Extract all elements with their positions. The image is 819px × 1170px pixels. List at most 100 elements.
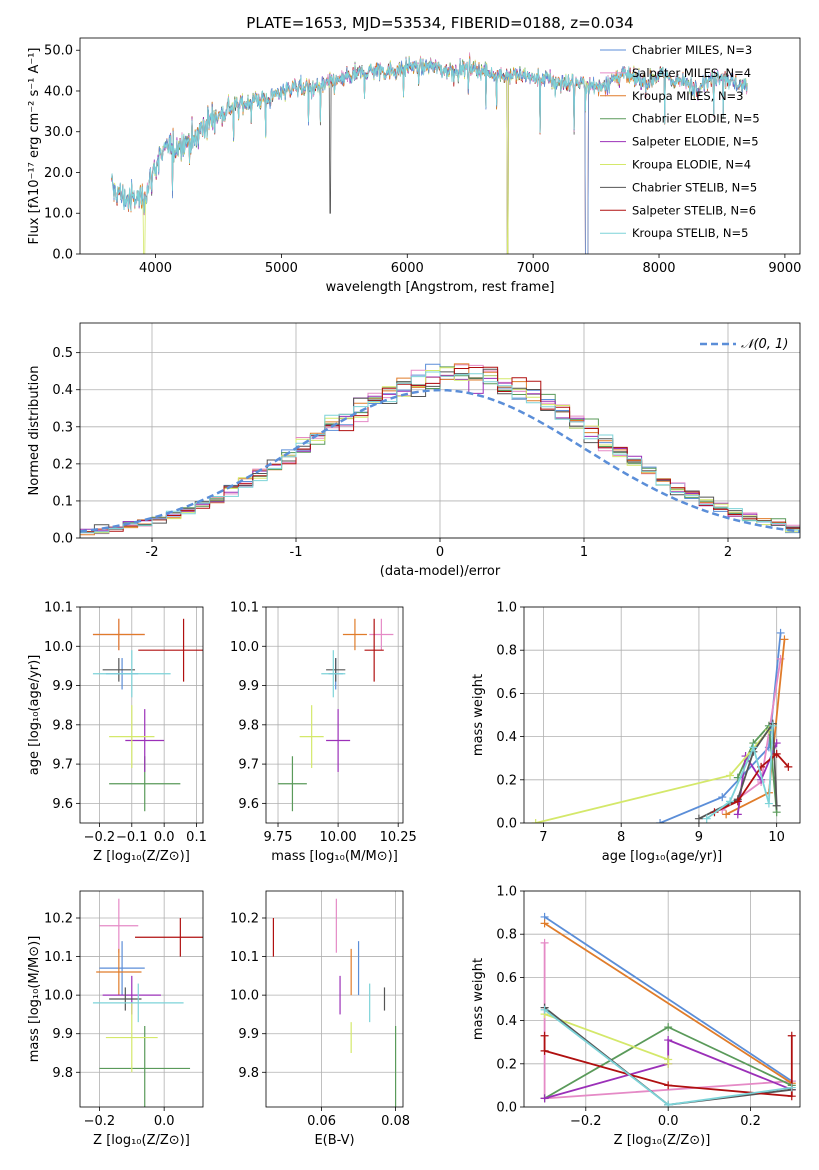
y-tick-label: 30.0 <box>44 125 73 140</box>
weight-marker-5 <box>664 1059 673 1068</box>
weight-marker-4 <box>540 1094 549 1103</box>
y-tick-label: 10.0 <box>230 640 259 655</box>
weight-marker-8 <box>764 799 773 808</box>
weight-marker-7 <box>787 1092 796 1101</box>
weight-marker-6 <box>772 801 781 810</box>
weight-marker-2 <box>780 635 789 644</box>
y-tick-label: 20.0 <box>44 166 73 181</box>
y-tick-label: 10.1 <box>230 950 259 965</box>
x-axis-label: (data-model)/error <box>380 564 501 579</box>
y-tick-label: 0.2 <box>496 773 517 788</box>
x-tick-label: 0.06 <box>307 1114 336 1129</box>
x-tick-label: 9 <box>695 830 703 845</box>
weight-marker-5 <box>531 819 540 823</box>
chart-spectrum: 4000 5000 6000 7000 8000 9000 0.0 10.0 20.0 30.0 4… <box>27 14 801 295</box>
x-tick-label: 0.2 <box>740 1114 761 1129</box>
y-tick-label: 9.8 <box>52 1066 73 1081</box>
plot-area-age-vs-Z <box>92 618 203 812</box>
y-axis-label: mass weight <box>471 958 486 1040</box>
weight-marker-8 <box>749 743 758 752</box>
legend-entry-2: Kroupa MILES, N=3 <box>632 89 744 103</box>
weight-marker-1 <box>540 938 549 947</box>
weight-marker-0 <box>718 793 727 802</box>
weight-marker-7 <box>784 762 793 771</box>
legend-entry-8: Kroupa STELIB, N=5 <box>632 226 749 240</box>
y-tick-label: 10.0 <box>44 989 73 1004</box>
y-tick-label: 9.7 <box>52 758 73 773</box>
x-axis-label: E(B-V) <box>314 1133 354 1148</box>
x-tick-label: 0.08 <box>381 1114 410 1129</box>
weight-marker-8 <box>726 797 735 806</box>
x-tick-label: 4000 <box>139 261 172 276</box>
plot-area-residuals <box>80 363 800 538</box>
weight-marker-8 <box>540 1005 549 1014</box>
x-tick-label: 9.75 <box>264 830 293 845</box>
weight-marker-7 <box>733 797 742 806</box>
x-axis-label: Z [log₁₀(Z/Z⊙)] <box>93 1133 190 1148</box>
y-tick-label: 0.0 <box>52 532 73 547</box>
histogram-series-8 <box>80 371 800 538</box>
y-tick-label: 9.8 <box>52 718 73 733</box>
x-tick-label: 8 <box>617 830 625 845</box>
legend-entry-5: Kroupa ELODIE, N=4 <box>632 158 751 172</box>
x-tick-label: 0.0 <box>154 1114 175 1129</box>
x-axis-label: Z [log₁₀(Z/Z⊙)] <box>614 1133 711 1148</box>
weight-line-5 <box>535 729 770 823</box>
y-tick-label: 10.2 <box>44 912 73 927</box>
chart-title: PLATE=1653, MJD=53534, FIBERID=0188, z=0… <box>246 14 633 32</box>
weight-line-2 <box>544 922 793 1084</box>
y-axis-label: age [log₁₀(age/yr)] <box>27 655 42 776</box>
weight-marker-7 <box>664 1081 673 1090</box>
y-tick-label: 9.6 <box>52 797 73 812</box>
normal-reference-curve <box>80 388 800 533</box>
x-tick-label: 0.0 <box>154 830 175 845</box>
y-tick-label: 1.0 <box>496 885 517 900</box>
chart-age-vs-mass: 9.75 10.00 10.25 9.6 9.7 9.8 9.9 10.0 10.1 mass [… <box>230 601 417 865</box>
weight-marker-7 <box>787 1031 796 1040</box>
weight-marker-8 <box>664 1100 673 1107</box>
chart-mass-vs-Z: −0.2 0.0 9.8 9.9 10.0 10.1 10.2 Z [log₁₀(Z/Z⊙)]… <box>27 890 204 1148</box>
y-tick-label: 10.2 <box>230 912 259 927</box>
weight-marker-5 <box>726 771 735 780</box>
legend-entry-3: Chabrier ELODIE, N=5 <box>632 112 760 126</box>
chart-mass-vs-ebv: 0.06 0.08 9.8 9.9 10.0 10.1 10.2 E(B-V) <box>230 890 410 1148</box>
plot-area-weight-vs-age <box>531 628 793 823</box>
x-axis-label: age [log₁₀(age/yr)] <box>602 849 723 864</box>
weight-marker-4 <box>733 810 742 819</box>
weight-line-0 <box>544 916 793 1082</box>
y-tick-label: 10.1 <box>230 601 259 616</box>
axes-frame <box>79 37 801 255</box>
weight-marker-2 <box>722 810 731 819</box>
legend-entry-normal: 𝒩(0, 1) <box>741 337 788 352</box>
x-tick-label: 1 <box>580 545 588 560</box>
y-tick-label: 0.6 <box>496 687 517 702</box>
x-tick-label: −0.2 <box>84 1114 116 1129</box>
y-tick-label: 9.9 <box>238 679 259 694</box>
x-tick-label: 2 <box>724 545 732 560</box>
weight-marker-7 <box>772 749 781 758</box>
x-tick-label: 0 <box>436 545 444 560</box>
weight-marker-2 <box>540 919 549 928</box>
weight-marker-6 <box>694 814 703 823</box>
axes-frame <box>523 890 801 1108</box>
weight-marker-0 <box>656 819 665 823</box>
axes-frame <box>523 606 801 824</box>
y-tick-label: 0.8 <box>496 928 517 943</box>
weight-marker-7 <box>540 1031 549 1040</box>
y-tick-label: 9.9 <box>52 679 73 694</box>
y-tick-label: 0.0 <box>52 248 73 263</box>
axes-frame <box>265 890 404 1108</box>
legend-entry-4: Salpeter ELODIE, N=5 <box>632 135 759 149</box>
y-tick-label: 0.5 <box>52 346 73 361</box>
chart-weight-vs-age: 7 8 9 10 0.0 0.2 0.4 0.6 0.8 1.0 age [log₁₀(age/yr… <box>471 601 801 864</box>
plot-area-age-vs-mass <box>278 618 394 812</box>
legend-entry-0: Chabrier MILES, N=3 <box>632 43 752 57</box>
axes-frame <box>79 890 204 1108</box>
x-tick-label: −0.2 <box>570 1114 602 1129</box>
y-tick-label: 0.4 <box>496 1014 517 1029</box>
x-tick-label: -2 <box>146 545 159 560</box>
legend-entry-6: Chabrier STELIB, N=5 <box>632 180 757 194</box>
y-tick-label: 0.4 <box>52 383 73 398</box>
x-tick-label: 9000 <box>768 261 801 276</box>
chart-age-vs-Z: −0.2 −0.1 0.0 0.1 9.6 9.7 9.8 9.9 10.0 10.1 Z [log… <box>27 601 207 865</box>
